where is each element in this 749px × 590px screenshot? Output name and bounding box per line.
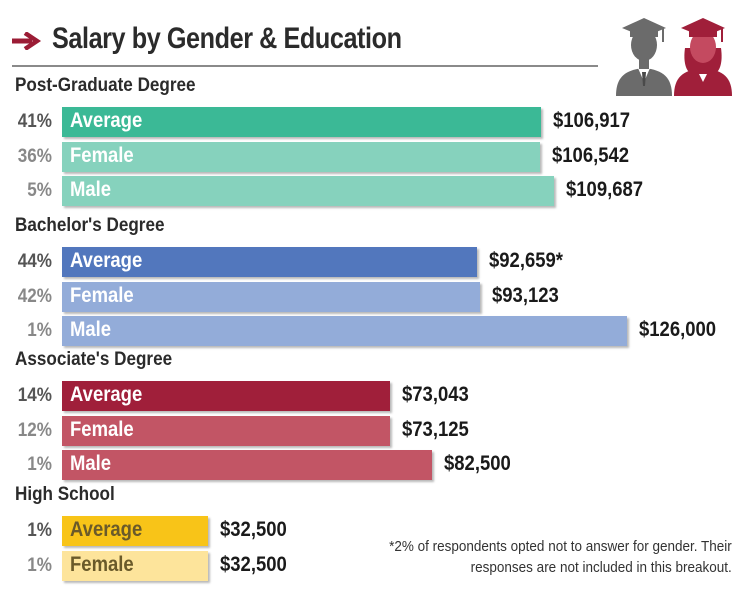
bar-label: Average [70,518,143,541]
share-label: 12% [17,419,53,441]
bar-label: Male [70,318,112,341]
share-label: 1% [27,554,52,576]
share-label: 42% [17,285,53,307]
female-graduate-icon [674,18,732,96]
footnote-line-1: *2% of respondents opted not to answer f… [389,538,732,555]
value-label: $126,000 [639,318,717,341]
bar-post_graduate-average: Average [62,107,541,137]
chart-title: Salary by Gender & Education [52,22,402,55]
value-label: $82,500 [444,452,511,475]
bar-bachelors-female: Female [62,281,480,312]
bar-bachelors-average: Average [62,247,477,277]
footnote-line-2: responses are not included in this break… [470,559,732,576]
bar-high_school-average: Average [62,516,208,546]
value-label: $106,542 [552,143,630,167]
bar-label: Female [70,143,134,167]
share-label: 1% [27,320,52,341]
bar-label: Male [70,178,112,201]
bar-label: Average [70,383,143,406]
value-label: $73,125 [402,417,469,441]
group-label-bachelors: Bachelor's Degree [15,215,165,236]
value-label: $109,687 [566,178,644,201]
value-label: $32,500 [220,518,287,541]
group-label-post_graduate: Post-Graduate Degree [15,75,196,96]
male-graduate-icon [616,18,672,96]
value-label: $32,500 [220,552,287,576]
bar-post_graduate-female: Female [62,141,540,172]
share-label: 1% [27,520,52,541]
share-label: 5% [27,180,52,201]
bar-bachelors-male: Male [62,316,627,346]
bar-label: Female [70,417,134,441]
bar-post_graduate-male: Male [62,176,554,206]
value-label: $106,917 [553,109,631,132]
share-label: 14% [17,385,53,406]
value-label: $73,043 [402,383,469,406]
bar-label: Female [70,552,134,576]
share-label: 1% [27,454,52,475]
value-label: $93,123 [492,283,559,307]
bar-label: Average [70,109,143,132]
group-label-high_school: High School [15,484,115,505]
bar-associates-female: Female [62,415,390,446]
graduates-icon [616,18,732,96]
share-label: 36% [17,145,53,167]
value-label: $92,659* [489,249,564,272]
share-label: 41% [17,111,53,132]
bar-associates-average: Average [62,381,390,411]
bar-associates-male: Male [62,450,432,480]
bar-label: Average [70,249,143,272]
share-label: 44% [17,251,53,272]
bar-label: Female [70,283,134,307]
group-label-associates: Associate's Degree [15,349,173,370]
arrow-right-icon [12,32,42,50]
bar-label: Male [70,452,112,475]
bar-high_school-female: Female [62,550,208,581]
title-divider [12,65,598,67]
footnote: *2% of respondents opted not to answer f… [389,536,732,578]
